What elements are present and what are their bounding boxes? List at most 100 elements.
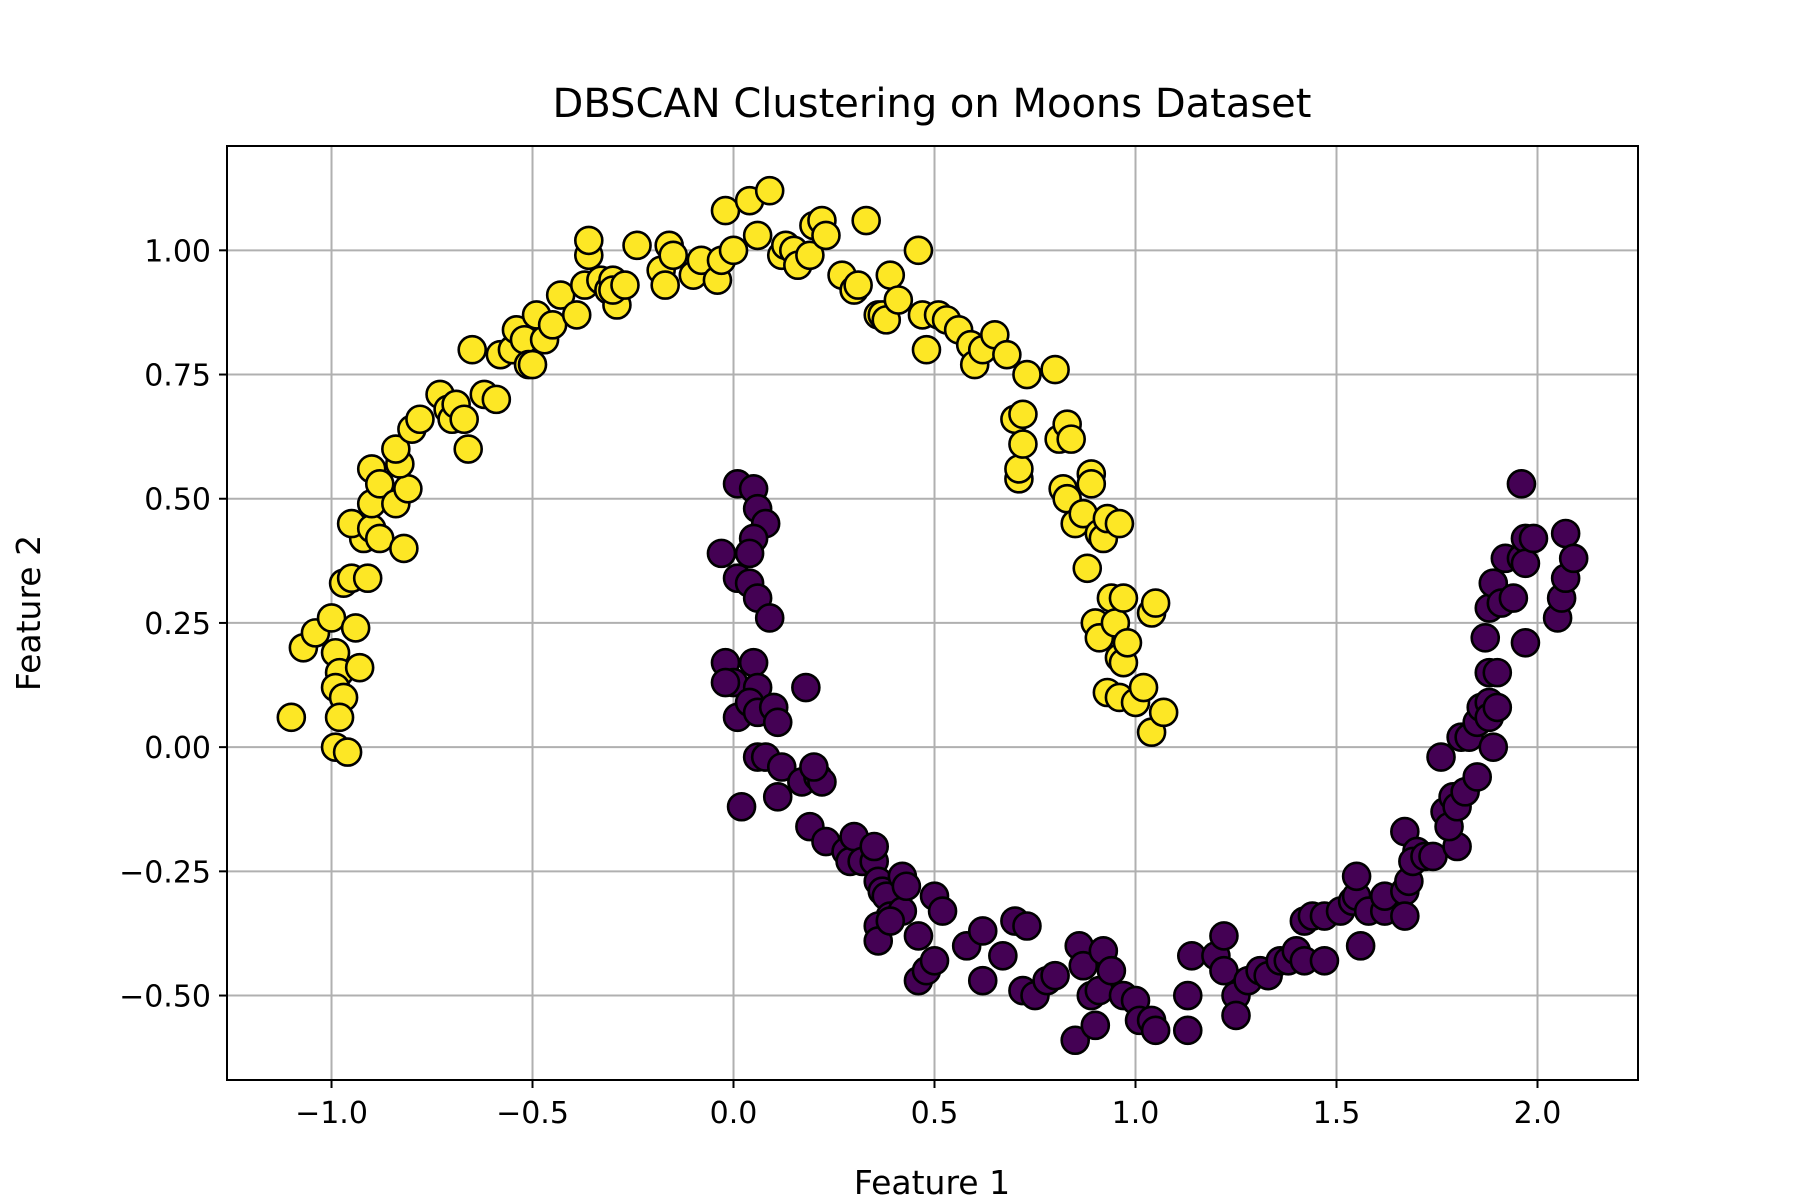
data-point bbox=[1096, 955, 1127, 986]
data-point bbox=[1341, 861, 1372, 892]
data-point bbox=[276, 702, 307, 733]
data-point bbox=[1008, 399, 1038, 430]
data-point bbox=[1345, 931, 1376, 961]
y-tick-label: 0.25 bbox=[144, 607, 211, 642]
data-point bbox=[706, 538, 737, 569]
y-tick-label: −0.25 bbox=[119, 855, 211, 890]
data-point bbox=[1482, 657, 1513, 688]
data-point bbox=[1518, 523, 1549, 554]
data-point bbox=[1072, 553, 1103, 584]
data-point bbox=[453, 434, 483, 464]
x-axis: −1.0 −0.5 0.0 0.5 1.0 1.5 2.0 bbox=[295, 1080, 1561, 1131]
data-point bbox=[967, 965, 998, 996]
x-tick-label: 0.0 bbox=[710, 1096, 758, 1131]
data-point bbox=[967, 916, 998, 946]
data-point bbox=[738, 647, 769, 678]
data-point bbox=[859, 831, 890, 862]
data-point bbox=[754, 603, 785, 633]
data-point bbox=[340, 613, 371, 643]
data-point bbox=[1550, 518, 1581, 549]
y-tick-label: 0.50 bbox=[144, 483, 211, 518]
data-point bbox=[1112, 628, 1143, 658]
data-point bbox=[332, 737, 363, 767]
data-point bbox=[405, 404, 435, 435]
data-point bbox=[988, 940, 1018, 971]
data-point bbox=[927, 896, 958, 926]
y-tick-label: 0.75 bbox=[144, 359, 211, 394]
data-point bbox=[1510, 628, 1541, 658]
data-point bbox=[875, 260, 906, 290]
x-tick-label: 1.5 bbox=[1313, 1096, 1361, 1131]
data-point bbox=[903, 921, 934, 951]
y-axis-label: Feature 2 bbox=[9, 535, 48, 691]
y-tick-label: 1.00 bbox=[144, 234, 211, 269]
data-point bbox=[875, 906, 906, 936]
data-point bbox=[762, 782, 793, 812]
data-point bbox=[710, 667, 741, 698]
chart-title: DBSCAN Clustering on Moons Dataset bbox=[553, 81, 1312, 127]
plot-frame bbox=[226, 145, 1639, 1081]
data-point bbox=[324, 702, 355, 733]
data-point bbox=[903, 235, 934, 266]
data-point bbox=[1470, 623, 1501, 653]
data-point bbox=[352, 563, 383, 594]
data-point bbox=[1221, 1000, 1251, 1031]
data-point bbox=[650, 270, 680, 300]
data-point bbox=[883, 285, 914, 315]
data-point bbox=[742, 220, 773, 251]
data-point bbox=[1040, 354, 1070, 385]
data-point bbox=[1040, 960, 1070, 991]
data-point bbox=[1426, 742, 1456, 772]
data-point bbox=[1558, 543, 1589, 574]
x-tick-label: 0.5 bbox=[911, 1096, 959, 1131]
data-point bbox=[1172, 1015, 1203, 1046]
data-point bbox=[393, 473, 423, 504]
data-point bbox=[1498, 583, 1529, 613]
data-point bbox=[1004, 454, 1034, 484]
data-point bbox=[762, 707, 793, 738]
data-point bbox=[1390, 901, 1420, 931]
x-tick-label: 1.0 bbox=[1112, 1096, 1160, 1131]
data-point bbox=[381, 434, 411, 464]
x-tick-label: −1.0 bbox=[295, 1096, 368, 1131]
data-point bbox=[481, 384, 512, 415]
data-point bbox=[610, 270, 640, 300]
data-point bbox=[891, 871, 922, 902]
data-point bbox=[622, 230, 652, 261]
data-point bbox=[1148, 697, 1179, 728]
data-point bbox=[791, 672, 821, 703]
data-point bbox=[1108, 583, 1139, 613]
data-point bbox=[726, 791, 757, 822]
data-point bbox=[911, 334, 942, 365]
data-point bbox=[457, 334, 488, 365]
data-point bbox=[389, 533, 419, 564]
data-point bbox=[1012, 911, 1042, 941]
data-point bbox=[1309, 945, 1340, 976]
data-point bbox=[795, 240, 825, 271]
data-point bbox=[1080, 1010, 1111, 1041]
x-axis-label: Feature 1 bbox=[854, 1163, 1010, 1200]
data-point bbox=[364, 469, 395, 499]
data-point bbox=[1068, 950, 1099, 981]
data-point bbox=[1462, 762, 1493, 792]
data-point bbox=[1478, 732, 1509, 762]
data-point bbox=[754, 175, 785, 206]
x-tick-label: −0.5 bbox=[496, 1096, 569, 1131]
data-point bbox=[658, 240, 689, 271]
data-point bbox=[1008, 429, 1038, 459]
y-tick-label: 0.00 bbox=[144, 731, 211, 766]
data-point bbox=[1104, 508, 1135, 539]
data-point bbox=[344, 652, 375, 683]
y-axis: −0.50 −0.25 0.00 0.25 0.50 0.75 1.00 bbox=[119, 234, 227, 1015]
data-point bbox=[766, 752, 797, 782]
data-point bbox=[718, 235, 749, 266]
x-tick-label: 2.0 bbox=[1514, 1096, 1562, 1131]
data-point bbox=[1012, 359, 1042, 390]
data-point bbox=[1076, 469, 1107, 499]
data-point bbox=[1510, 548, 1541, 579]
data-point bbox=[1056, 424, 1086, 454]
data-point bbox=[919, 945, 950, 976]
data-point bbox=[1482, 692, 1513, 723]
